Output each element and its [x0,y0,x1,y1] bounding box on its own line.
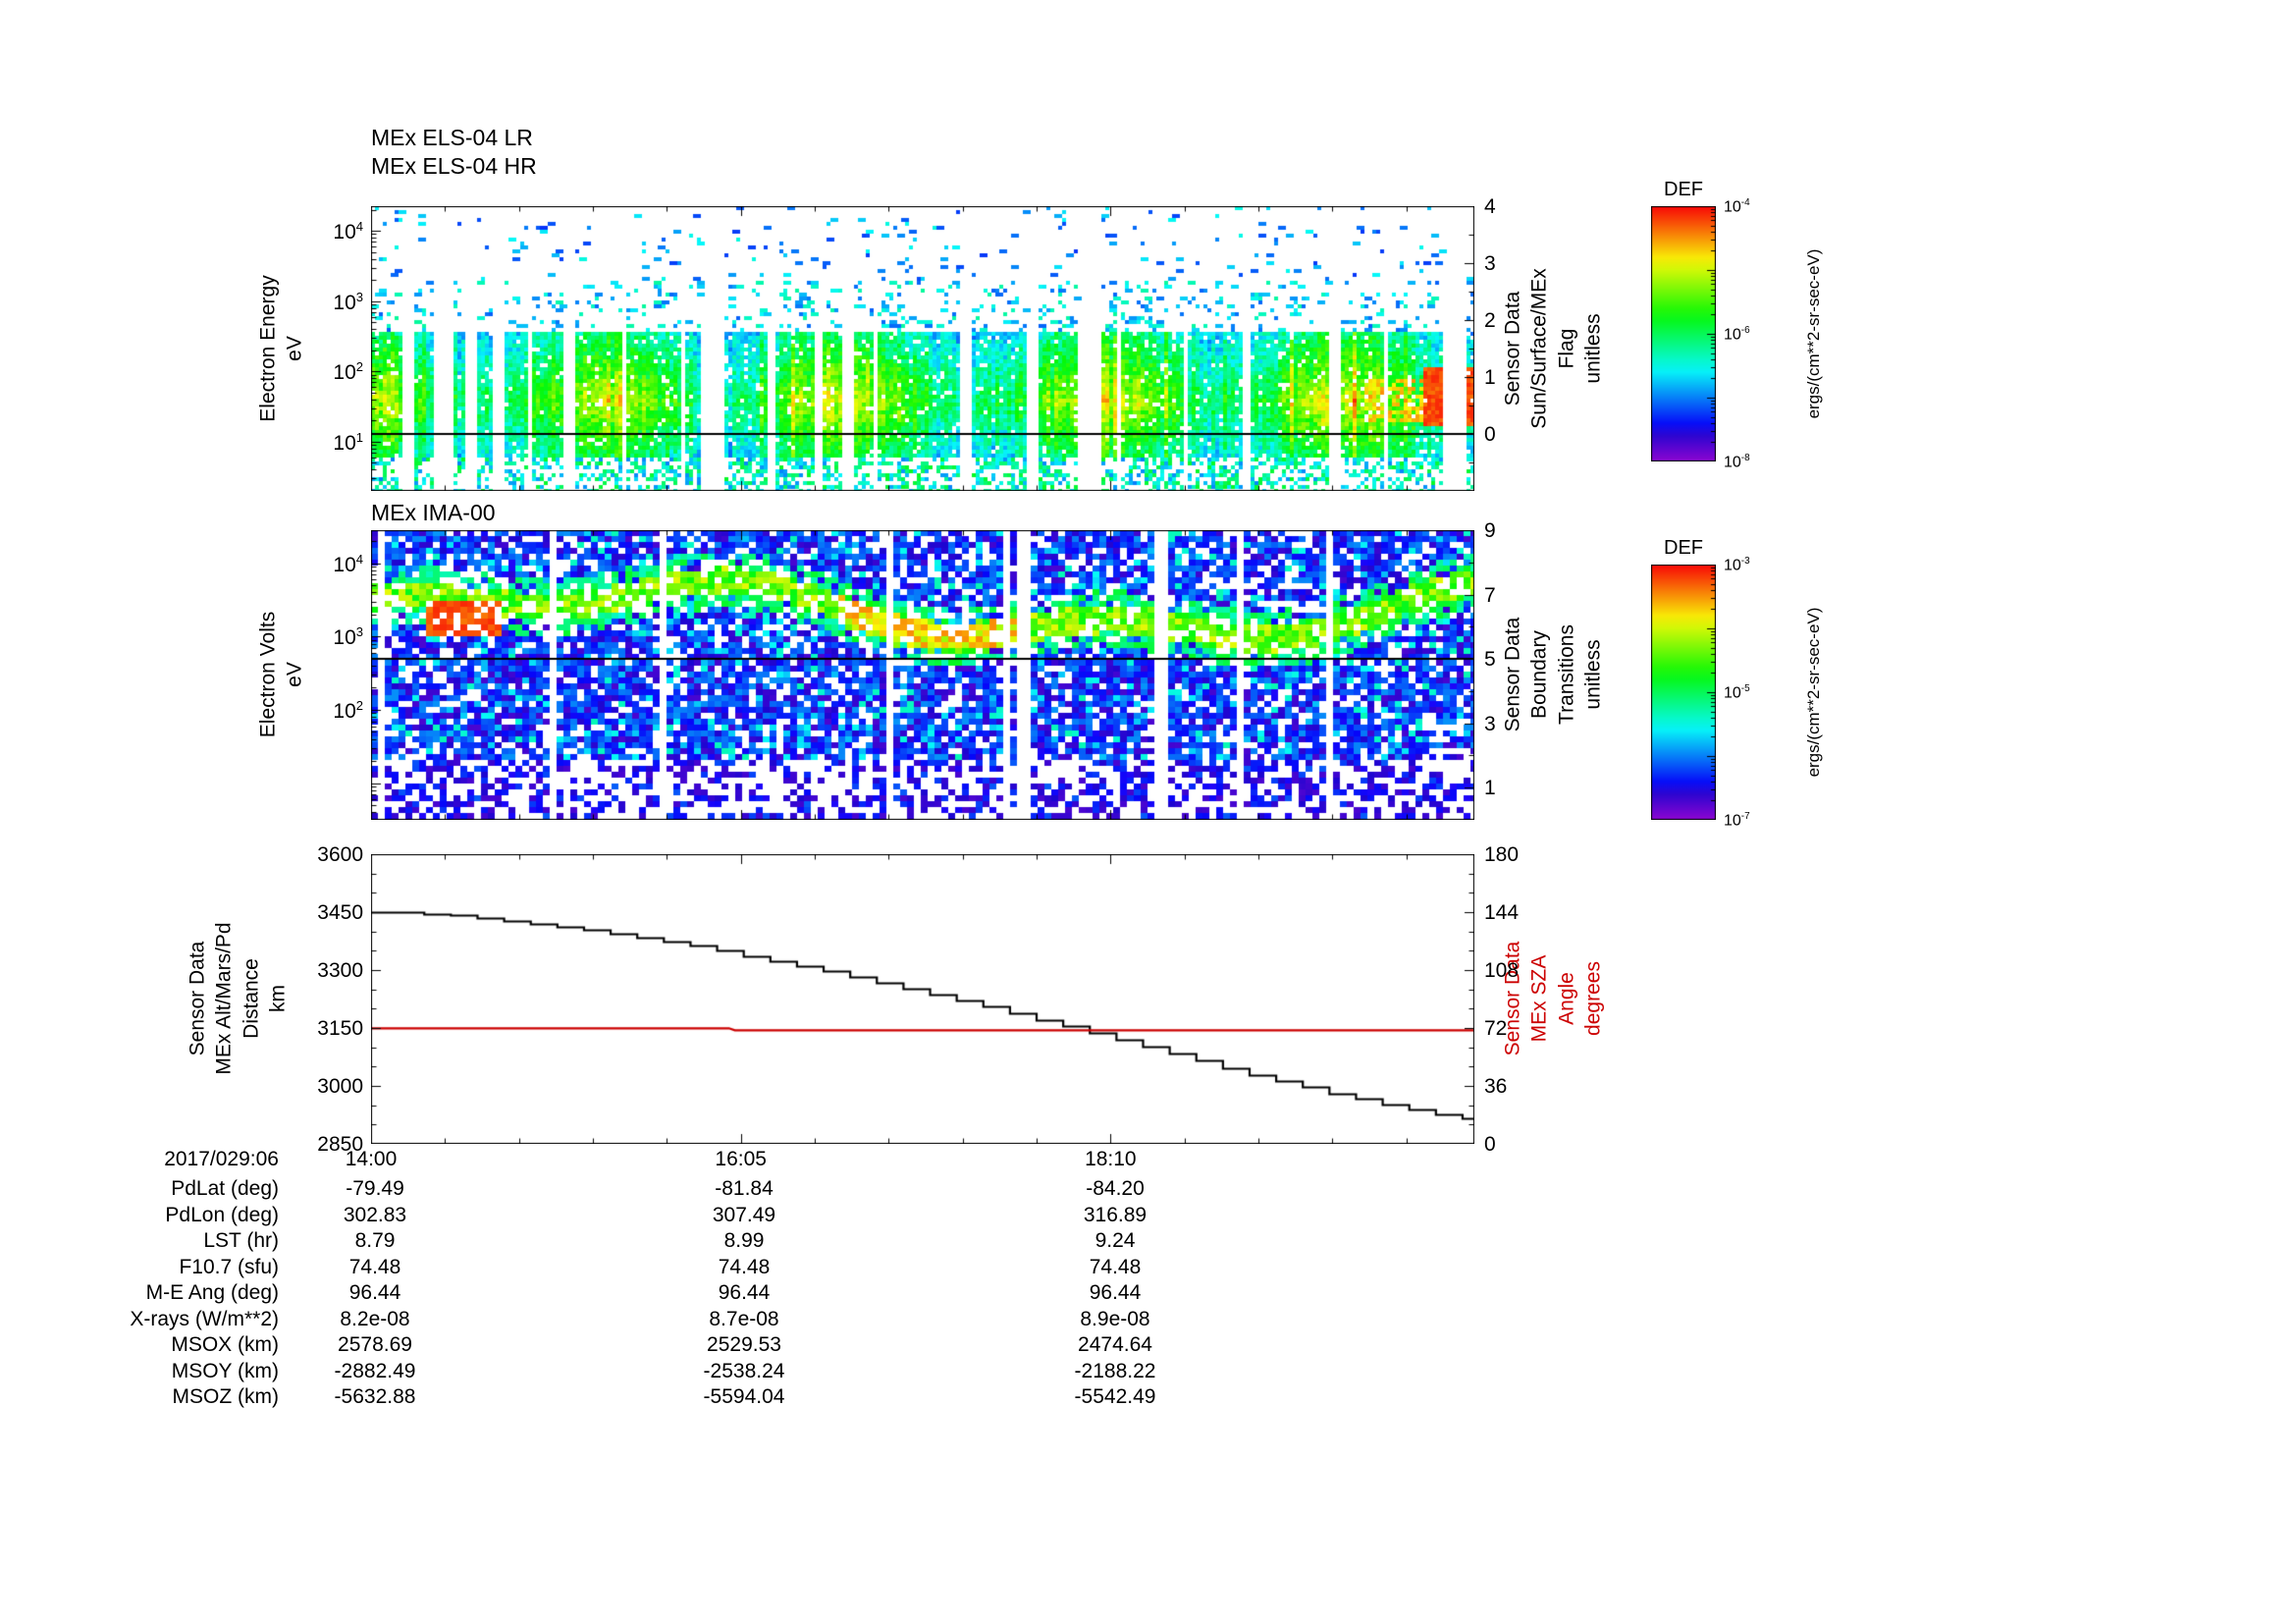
els-colorbar [1651,206,1716,461]
ima-ytick-label: 104 [333,551,363,576]
table-value: 316.89 [1083,1203,1148,1226]
table-value: 74.48 [348,1255,401,1278]
ima-right-tick-label: 3 [1484,712,1496,735]
table-value: -2882.49 [334,1359,416,1382]
table-value: 96.44 [348,1281,401,1304]
table-value: 8.99 [723,1229,765,1252]
colorbar-tick-label: 10-5 [1724,683,1750,702]
colorbar-tick-label: 10-3 [1724,556,1750,574]
table-value: 2529.53 [707,1333,781,1356]
els-spectrogram-canvas [371,206,1474,491]
table-row-label: PdLon (deg) [165,1203,279,1226]
altitude-tick-label: 3300 [317,959,363,982]
ima-right-tick-label: 9 [1484,519,1496,542]
table-value: 307.49 [712,1203,776,1226]
ima-right-tick-label: 7 [1484,583,1496,607]
ima-right-tick-label: 5 [1484,648,1496,672]
table-value: -81.84 [715,1177,774,1200]
sza-tick-label: 108 [1484,959,1520,982]
sza-tick-label: 72 [1484,1017,1508,1040]
table-value: 302.83 [343,1203,407,1226]
table-row-label: MSOZ (km) [172,1385,279,1408]
table-value: 2578.69 [338,1333,412,1356]
table-row-label: X-rays (W/m**2) [130,1307,279,1330]
table-value: 8.79 [354,1229,396,1252]
colorbar-tick-label: 10-7 [1724,811,1750,830]
els-colorbar-title: DEF [1664,179,1703,200]
colorbar-tick-label: 10-6 [1724,325,1750,344]
table-value: -5542.49 [1074,1385,1156,1408]
table-value: 74.48 [718,1255,771,1278]
table-row-label: PdLat (deg) [171,1177,279,1200]
table-value: 96.44 [1089,1281,1142,1304]
table-value: 96.44 [718,1281,771,1304]
els-right-tick-label: 2 [1484,309,1496,332]
xaxis-tick-label: 16:05 [715,1148,767,1170]
els-right-tick-label: 3 [1484,252,1496,275]
altitude-tick-label: 3600 [317,843,363,866]
table-row-label: M-E Ang (deg) [145,1281,279,1304]
sza-tick-label: 36 [1484,1075,1508,1098]
table-value: -2188.22 [1074,1359,1156,1382]
ima-right-tick-label: 1 [1484,777,1496,800]
els-ytick-label: 104 [333,219,363,244]
ima-colorbar-unit-label: ergs/(cm**2-sr-sec-eV) [1803,607,1823,778]
table-value: -5594.04 [703,1385,785,1408]
altitude-tick-label: 2850 [317,1133,363,1156]
els-ytick-label: 102 [333,359,363,385]
sza-tick-label: 180 [1484,843,1520,866]
altitude-sza-plot-canvas [371,854,1474,1144]
els-title-hr: MEx ELS-04 HR [371,153,537,179]
els-right-tick-label: 0 [1484,423,1496,446]
els-right-tick-label: 4 [1484,195,1496,218]
table-value: 8.2e-08 [340,1307,410,1330]
table-value: 9.24 [1095,1229,1136,1252]
table-value: 8.9e-08 [1080,1307,1150,1330]
altitude-yaxis-label: Sensor Data MEx Alt/Mars/Pd Distance km [186,922,290,1075]
colorbar-tick-label: 10-4 [1724,197,1750,216]
ima-colorbar-title: DEF [1664,537,1703,559]
sza-tick-label: 144 [1484,901,1520,924]
table-row-label: LST (hr) [203,1229,279,1252]
xaxis-tick-label: 18:10 [1085,1148,1137,1170]
table-value: 2474.64 [1078,1333,1152,1356]
xaxis-tick-label: 14:00 [345,1148,398,1170]
table-value: 8.7e-08 [709,1307,779,1330]
date-label: 2017/029:06 [164,1148,279,1170]
table-value: -2538.24 [703,1359,785,1382]
table-row-label: MSOY (km) [171,1359,279,1382]
ima-spectrogram-canvas [371,530,1474,820]
altitude-tick-label: 3450 [317,901,363,924]
colorbar-tick-label: 10-8 [1724,453,1750,471]
els-colorbar-unit-label: ergs/(cm**2-sr-sec-eV) [1803,248,1823,419]
table-row-label: F10.7 (sfu) [179,1255,279,1278]
altitude-tick-label: 3150 [317,1017,363,1040]
ima-ytick-label: 103 [333,624,363,650]
els-title-lr: MEx ELS-04 LR [371,125,533,150]
ima-colorbar [1651,565,1716,820]
table-row-label: MSOX (km) [171,1333,279,1356]
table-value: -84.20 [1086,1177,1145,1200]
sza-tick-label: 0 [1484,1133,1496,1156]
altitude-tick-label: 3000 [317,1075,363,1098]
ima-ytick-label: 102 [333,697,363,723]
ima-title: MEx IMA-00 [371,500,496,525]
els-right-tick-label: 1 [1484,366,1496,389]
els-ytick-label: 101 [333,429,363,455]
els-right-axis-label: Sensor Data Sun/Surface/MEx Flag unitles… [1501,268,1605,429]
table-value: -79.49 [346,1177,404,1200]
els-ytick-label: 103 [333,289,363,314]
table-value: 74.48 [1089,1255,1142,1278]
table-value: -5632.88 [334,1385,416,1408]
